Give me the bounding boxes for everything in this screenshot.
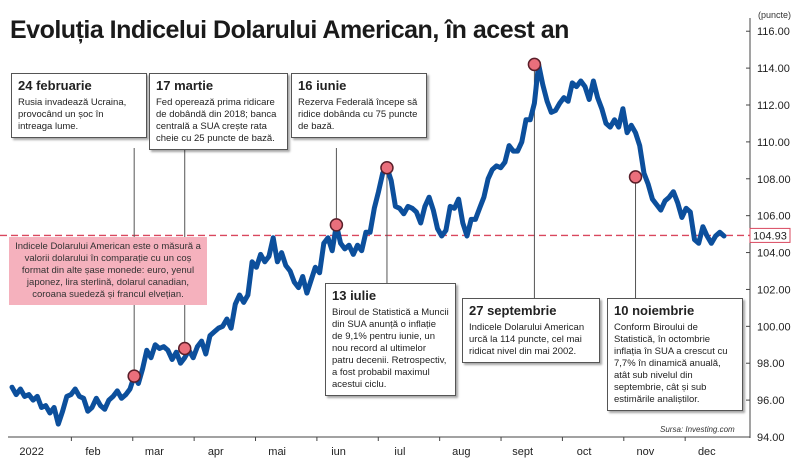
y-tick-label: 94.00 bbox=[757, 432, 785, 444]
y-tick-label: 98.00 bbox=[757, 358, 785, 370]
annotation-jun-16: 16 iunie Rezerva Federală începe să ridi… bbox=[291, 73, 427, 138]
y-tick-label: 110.00 bbox=[757, 137, 790, 149]
chart-title: Evoluția Indicelui Dolarului American, î… bbox=[10, 16, 569, 44]
x-tick-label: feb bbox=[85, 446, 100, 458]
y-tick-label: 96.00 bbox=[757, 395, 785, 407]
y-tick-label: 106.00 bbox=[757, 211, 791, 223]
annotation-date: 10 noiembrie bbox=[614, 303, 695, 318]
annotation-text: Fed operează prima ridicare de dobândă d… bbox=[156, 97, 277, 144]
annotation-mar-17: 17 martie Fed operează prima ridicare de… bbox=[149, 73, 288, 150]
x-tick-label: nov bbox=[637, 446, 655, 458]
y-axis: 94.00 96.00 98.00 100.00 102.00 104.00 106.00 1… bbox=[746, 18, 791, 444]
y-tick-label: 104.00 bbox=[757, 248, 791, 260]
y-tick-label: 116.00 bbox=[757, 26, 790, 38]
x-axis: 2022 feb mar apr mai iun iul aug sept oct nov dec bbox=[8, 436, 750, 458]
event-marker bbox=[628, 170, 643, 184]
y-tick-label: 114.00 bbox=[757, 63, 790, 75]
annotation-date: 17 martie bbox=[156, 78, 214, 93]
event-marker bbox=[380, 160, 394, 175]
annotation-date: 24 februarie bbox=[18, 78, 92, 93]
dollar-index-series-line bbox=[9, 61, 727, 427]
event-marker bbox=[527, 57, 542, 72]
y-tick-label: 100.00 bbox=[757, 321, 791, 333]
annotation-feb-24: 24 februarie Rusia invadează Ucraina, pr… bbox=[11, 73, 147, 138]
annotation-date: 13 iulie bbox=[332, 288, 377, 303]
index-definition-note: Indicele Dolarului American este o măsur… bbox=[9, 237, 207, 305]
annotation-nov-10: 10 noiembrie Conform Biroului de Statist… bbox=[607, 298, 743, 411]
annotation-text: Biroul de Statistică a Muncii din SUA an… bbox=[332, 307, 449, 390]
y-tick-label: 102.00 bbox=[757, 284, 791, 296]
current-value-box bbox=[749, 227, 791, 243]
x-tick-label: 2022 bbox=[19, 446, 43, 458]
annotation-text: Indicele Dolarului American urcă la 114 … bbox=[469, 322, 585, 357]
event-markers bbox=[127, 57, 643, 383]
x-tick-label: sept bbox=[512, 446, 533, 458]
annotation-jul-13: 13 iulie Biroul de Statistică a Muncii d… bbox=[325, 283, 456, 396]
y-unit-label: (puncte) bbox=[758, 10, 792, 20]
x-tick-label: iun bbox=[331, 446, 346, 458]
event-marker bbox=[127, 369, 141, 383]
event-marker bbox=[329, 218, 344, 232]
annotation-sep-27: 27 septembrie Indicele Dolarului America… bbox=[462, 298, 600, 363]
x-tick-label: oct bbox=[577, 446, 592, 458]
annotation-date: 16 iunie bbox=[298, 78, 347, 93]
x-tick-label: iul bbox=[394, 446, 405, 458]
annotation-text: Conform Biroului de Statistică, în octom… bbox=[614, 322, 728, 405]
annotation-date: 27 septembrie bbox=[469, 303, 557, 318]
x-tick-label: dec bbox=[698, 446, 716, 458]
annotation-text: Rusia invadează Ucraina, provocând un șo… bbox=[18, 97, 127, 132]
y-tick-label: 108.00 bbox=[757, 174, 791, 186]
x-tick-label: mai bbox=[268, 446, 286, 458]
source-label: Sursa: Investing.com bbox=[660, 425, 735, 434]
y-tick-label: 112.00 bbox=[757, 100, 790, 112]
annotation-text: Rezerva Federală începe să ridice dobând… bbox=[298, 97, 418, 132]
x-tick-label: apr bbox=[208, 446, 224, 458]
x-tick-label: aug bbox=[452, 446, 470, 458]
current-value-text: 104.93 bbox=[753, 230, 787, 242]
current-value-label: 104.93 bbox=[749, 227, 791, 243]
event-marker bbox=[177, 341, 192, 356]
x-tick-label: mar bbox=[145, 446, 164, 458]
